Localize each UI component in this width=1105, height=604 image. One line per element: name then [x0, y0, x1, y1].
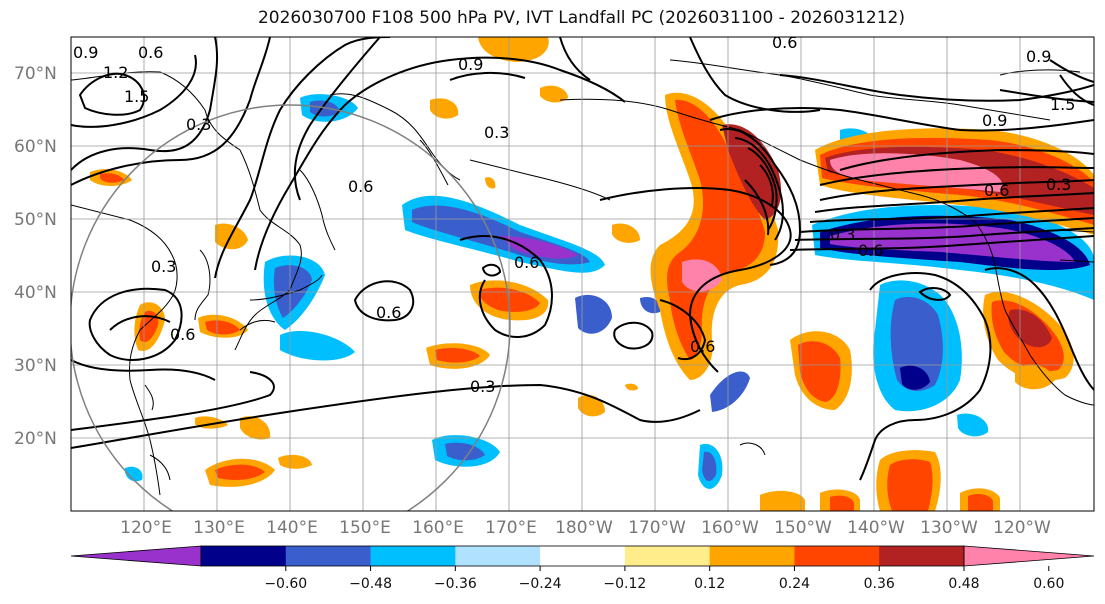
lon-label: 180°W: [555, 518, 613, 538]
contour-label: 1.2: [103, 63, 128, 82]
lon-label: 170°W: [628, 518, 686, 538]
lon-label: 140°W: [847, 518, 905, 538]
contour-label: 0.3: [484, 123, 509, 142]
contour-label: 1.5: [1050, 95, 1075, 114]
contour-label: 0.3: [470, 377, 495, 396]
lon-label: 160°W: [701, 518, 759, 538]
range-circle: [71, 104, 511, 511]
coastlines: [71, 59, 1094, 496]
colorbar-segment: [285, 546, 372, 566]
lon-label: 160°E: [412, 518, 464, 538]
colorbar-segment: [201, 546, 287, 566]
contour-label: 0.6: [348, 177, 373, 196]
contour-label: 0.3: [186, 115, 211, 134]
colorbar-segment: [709, 546, 795, 566]
lon-label: 130°W: [920, 518, 978, 538]
colorbar-tick-label: −0.36: [434, 576, 477, 592]
contour-label: 1.5: [124, 87, 149, 106]
colorbar-segment: [455, 546, 541, 566]
contour-label: 0.6: [858, 241, 883, 260]
colorbar-extend-low: [70, 545, 202, 567]
colorbar-tick-label: 0.24: [779, 576, 810, 592]
colorbar-segment: [370, 546, 456, 566]
colorbar-tick-label: −0.24: [519, 576, 562, 592]
map-frame: [70, 36, 1095, 512]
longitude-labels: 120°E 130°E 140°E 150°E 160°E 170°E 180°…: [120, 518, 1051, 538]
colorbar-segment: [540, 546, 626, 566]
lon-label: 170°E: [485, 518, 537, 538]
colorbar-tick-label: −0.48: [349, 576, 392, 592]
contour-label: 0.3: [1046, 175, 1071, 194]
colorbar: −0.60 −0.48 −0.36 −0.24 −0.12 0.12 0.24 0.36 0.4…: [70, 545, 1095, 592]
colorbar-extend-high: [963, 545, 1095, 567]
colorbar-tick-label: −0.12: [603, 576, 646, 592]
lat-label: 20°N: [14, 429, 57, 449]
lon-label: 150°W: [774, 518, 832, 538]
contour-label: 0.6: [376, 303, 401, 322]
colorbar-tick-label: 0.36: [864, 576, 895, 592]
lon-label: 120°E: [120, 518, 172, 538]
contour-label: 0.6: [138, 43, 163, 62]
lat-label: 30°N: [14, 356, 57, 376]
colorbar-segment: [879, 546, 965, 566]
contour-label: 0.6: [772, 33, 797, 52]
contour-label: 0.3: [830, 225, 855, 244]
contour-label: 0.6: [514, 253, 539, 272]
latitude-labels: 70°N 60°N 50°N 40°N 30°N 20°N: [14, 64, 57, 449]
pv-contours: [71, 37, 1094, 481]
colorbar-tick-label: 0.48: [948, 576, 979, 592]
colorbar-tick-label: 0.60: [1033, 576, 1064, 592]
positive-anomaly-fill: [90, 37, 1094, 511]
lon-label: 120°W: [993, 518, 1051, 538]
lat-label: 70°N: [14, 64, 57, 84]
lon-label: 140°E: [266, 518, 318, 538]
lat-label: 60°N: [14, 137, 57, 157]
colorbar-segment: [794, 546, 880, 566]
colorbar-tick-label: −0.60: [264, 576, 307, 592]
contour-label: 0.9: [1026, 47, 1051, 66]
lon-label: 150°E: [339, 518, 391, 538]
contour-label: 0.6: [170, 325, 195, 344]
contour-label: 0.6: [690, 337, 715, 356]
map-panel: 0.9 0.6 1.2 1.5 0.3 0.6 0.9 0.3 0.6 0.3 …: [71, 33, 1094, 511]
lat-label: 50°N: [14, 210, 57, 230]
contour-label: 0.6: [984, 181, 1009, 200]
colorbar-tick-label: 0.12: [694, 576, 725, 592]
contour-label: 0.9: [73, 43, 98, 62]
contour-labels: 0.9 0.6 1.2 1.5 0.3 0.6 0.9 0.3 0.6 0.3 …: [73, 33, 1075, 396]
colorbar-outline: [200, 545, 965, 567]
lat-label: 40°N: [14, 283, 57, 303]
contour-label: 0.9: [982, 111, 1007, 130]
contour-label: 0.3: [151, 257, 176, 276]
map-title: 2026030700 F108 500 hPa PV, IVT Landfall…: [257, 8, 905, 28]
colorbar-segment: [624, 546, 711, 566]
contour-label: 0.9: [458, 55, 483, 74]
lon-label: 130°E: [193, 518, 245, 538]
